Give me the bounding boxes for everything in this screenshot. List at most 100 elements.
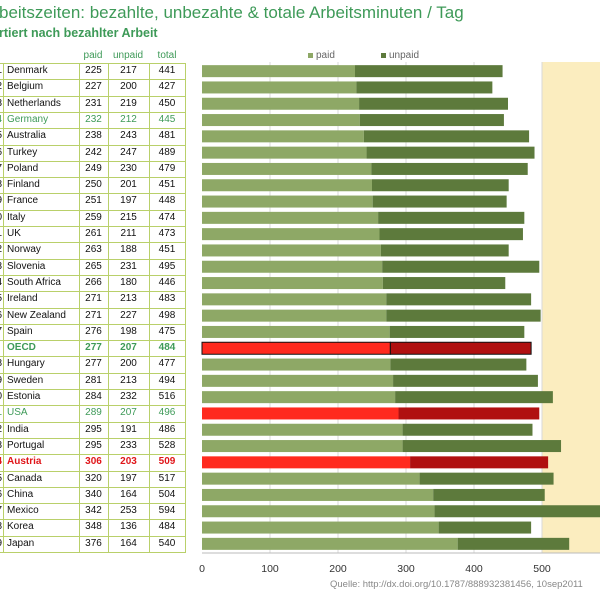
bar-paid: [202, 277, 383, 290]
row-paid: 251: [85, 195, 102, 206]
row-country: Denmark: [7, 65, 48, 76]
bar-paid: [202, 293, 387, 306]
bar-paid: [202, 146, 367, 159]
row-rank: 4: [0, 112, 2, 128]
bar-paid: [202, 423, 403, 436]
row-unpaid: 200: [120, 358, 137, 369]
row-paid: 232: [85, 114, 102, 125]
row-total: 477: [158, 358, 176, 369]
row-unpaid: 198: [120, 326, 137, 337]
bar-unpaid: [372, 195, 507, 208]
row-paid: 249: [85, 163, 102, 174]
table-row-divider: [0, 226, 186, 227]
row-rank: 6: [0, 308, 2, 324]
row-country: Norway: [7, 244, 41, 255]
bar-unpaid: [438, 521, 532, 534]
row-country: Italy: [7, 212, 26, 223]
row-total: 540: [158, 538, 176, 549]
table-row-divider: [0, 96, 186, 97]
row-rank: 2: [0, 79, 2, 95]
row-country: Finland: [7, 179, 40, 190]
row-rank: 4: [0, 454, 2, 470]
row-total: 517: [158, 473, 176, 484]
row-unpaid: 201: [120, 179, 137, 190]
row-rank: 3: [0, 438, 2, 454]
table-row-divider: [0, 259, 186, 260]
row-total: 486: [158, 424, 176, 435]
table-row-divider: [0, 340, 186, 341]
legend-paid-label: paid: [316, 50, 335, 61]
row-unpaid: 253: [120, 505, 137, 516]
bar-paid: [202, 244, 381, 257]
row-country: Australia: [7, 130, 46, 141]
row-total: 451: [158, 179, 176, 190]
row-total: 504: [158, 489, 176, 500]
table-row-divider: [0, 405, 186, 406]
row-paid: 271: [85, 310, 102, 321]
table-row-divider: [0, 536, 186, 537]
bar-paid: [202, 195, 373, 208]
bar-paid: [202, 456, 411, 469]
legend-unpaid-label: unpaid: [389, 50, 420, 61]
row-paid: 348: [85, 521, 102, 532]
table-column-divider: [149, 63, 150, 552]
row-paid: 376: [85, 538, 102, 549]
row-unpaid: 227: [120, 310, 137, 321]
table-row-divider: [0, 145, 186, 146]
x-tick-label: 400: [465, 563, 483, 575]
row-total: 451: [158, 244, 176, 255]
row-paid: 266: [85, 277, 102, 288]
row-paid: 295: [85, 440, 102, 451]
bar-paid: [202, 325, 390, 338]
bar-paid: [202, 374, 394, 387]
row-unpaid: 207: [120, 342, 137, 353]
bar-unpaid: [371, 162, 528, 175]
row-country: Portugal: [7, 440, 45, 451]
row-unpaid: 207: [120, 407, 137, 418]
row-rank: 9: [0, 193, 2, 209]
bar-paid: [202, 260, 383, 273]
bar-unpaid: [378, 211, 525, 224]
bar-paid: [202, 162, 372, 175]
row-total: 528: [158, 440, 176, 451]
row-unpaid: 247: [120, 147, 137, 158]
bar-unpaid: [389, 341, 532, 355]
bar-unpaid: [382, 277, 506, 290]
row-paid: 225: [85, 65, 102, 76]
row-paid: 295: [85, 424, 102, 435]
row-unpaid: 200: [120, 81, 137, 92]
bar-paid: [202, 440, 403, 453]
row-rank: 9: [0, 536, 2, 552]
row-paid: 227: [85, 81, 102, 92]
row-country: Germany: [7, 114, 49, 125]
row-unpaid: 188: [120, 244, 137, 255]
row-paid: 250: [85, 179, 102, 190]
bar-unpaid: [457, 537, 570, 550]
bar-unpaid: [366, 146, 535, 159]
x-tick-label: 100: [261, 563, 279, 575]
table-row-divider: [0, 552, 186, 553]
table-row-divider: [0, 63, 186, 64]
table-column-divider: [3, 63, 4, 552]
row-total: 496: [158, 407, 176, 418]
row-paid: 340: [85, 489, 102, 500]
legend-paid-swatch: [308, 53, 313, 58]
row-country: Japan: [7, 538, 35, 549]
row-rank: 2: [0, 242, 2, 258]
row-country: China: [7, 489, 34, 500]
row-total: 495: [158, 261, 176, 272]
bar-unpaid: [386, 309, 541, 322]
row-paid: 261: [85, 228, 102, 239]
row-country: Austria: [7, 456, 42, 467]
row-country: Netherlands: [7, 98, 61, 109]
table-row-divider: [0, 454, 186, 455]
bar-unpaid: [379, 228, 523, 241]
table-column-divider: [185, 63, 186, 552]
bar-unpaid: [359, 97, 508, 110]
row-country: Belgium: [7, 81, 44, 92]
row-total: 516: [158, 391, 176, 402]
bar-unpaid: [380, 244, 509, 257]
row-unpaid: 197: [120, 473, 137, 484]
table-row-divider: [0, 242, 186, 243]
table-row-divider: [0, 291, 186, 292]
